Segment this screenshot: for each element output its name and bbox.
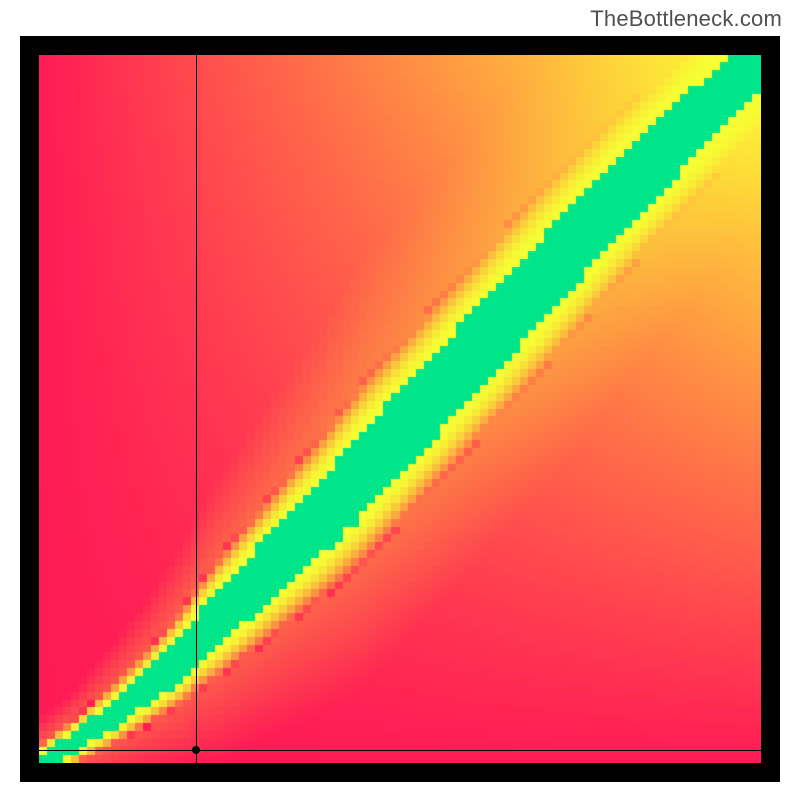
crosshair-dot xyxy=(192,746,200,754)
chart-container: TheBottleneck.com xyxy=(0,0,800,800)
plot-inner xyxy=(39,55,761,763)
plot-frame xyxy=(20,36,780,782)
crosshair-horizontal xyxy=(39,750,761,751)
crosshair-vertical xyxy=(196,55,197,763)
heatmap-canvas xyxy=(39,55,761,763)
watermark-text: TheBottleneck.com xyxy=(590,6,782,32)
